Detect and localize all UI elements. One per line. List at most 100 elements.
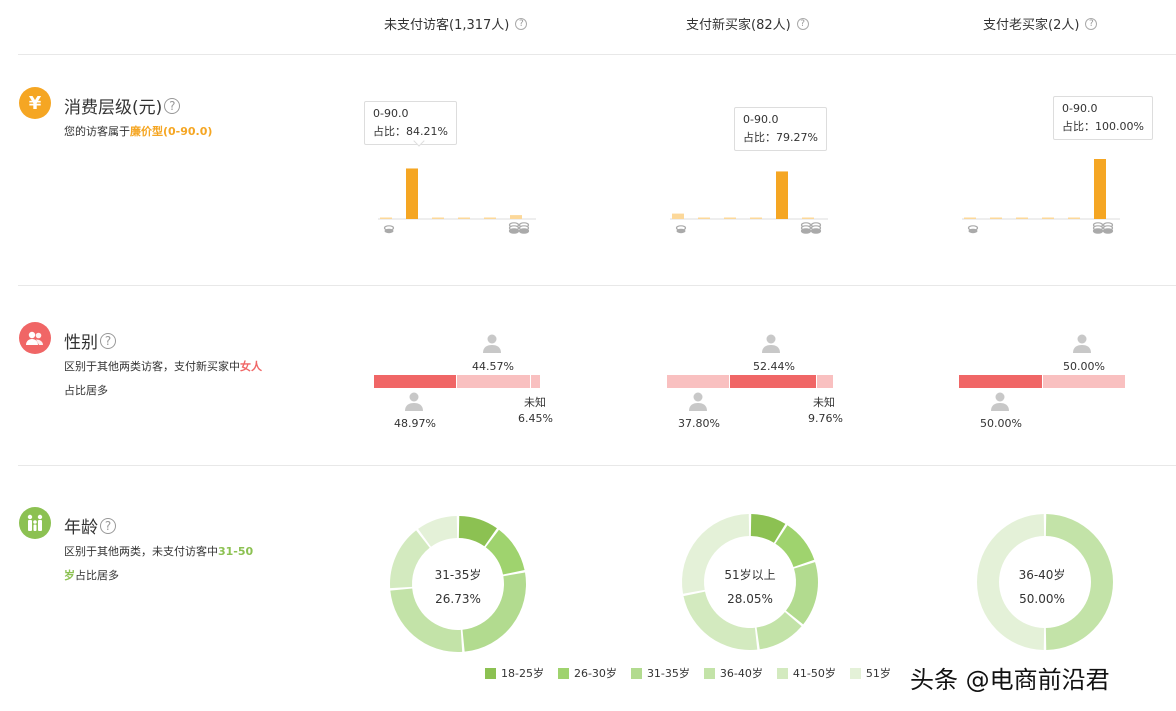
donut-unpaid [390,516,526,652]
bar-6[interactable] [510,215,522,219]
bar-3[interactable] [1016,217,1028,220]
female-icon [483,334,501,353]
donut-slice-1[interactable] [775,525,815,567]
section-desc-age: 区别于其他两类，未支付访客中31-50岁占比居多 [64,545,254,582]
help-icon[interactable]: ? [515,17,528,30]
coin-icon-high [810,228,822,234]
donut-slice-4[interactable] [683,591,758,650]
male-bar [374,375,456,388]
bar-5[interactable] [1068,217,1080,220]
legend-item[interactable]: 18-25岁 [485,665,544,681]
donut-slice-1[interactable] [485,529,525,575]
bar-chart-old-buyers [962,159,1120,220]
bar-3[interactable] [724,217,736,220]
unknown-bar [817,375,833,388]
donut-slice-2[interactable] [462,572,526,652]
coin-icon-high [1102,228,1114,234]
female-share: 44.57% [472,360,514,373]
male-bar [959,375,1042,388]
section-desc-consumption: 您的访客属于廉价型(0-90.0) [64,125,213,138]
unknown-share: 9.76% [808,412,843,425]
donut-center-new-buyers: 51岁以上 28.05% [724,568,776,606]
legend-item[interactable]: 51岁 [849,665,891,681]
section-title-age: 年龄 ? [64,513,116,538]
bar-4[interactable] [750,217,762,220]
column-header-old-buyers: 支付老买家(2人) ? [983,14,1098,33]
bar-2[interactable] [406,168,418,219]
bar-3[interactable] [432,217,444,220]
coin-icon-low [676,228,686,234]
coin-icon-high [518,228,530,234]
column-header-new-buyers: 支付新买家(82人) ? [686,14,809,33]
female-share: 52.44% [753,360,795,373]
bar-2[interactable] [990,217,1002,220]
bar-1[interactable] [964,217,976,220]
divider [18,465,1176,466]
divider [18,54,1176,55]
tooltip-unpaid: 0-90.0 占比：84.21% [364,101,457,145]
male-share: 37.80% [678,417,720,430]
bar-4[interactable] [458,217,470,220]
bar-5[interactable] [484,217,496,220]
donut-center-unpaid: 31-35岁 26.73% [434,568,482,606]
help-icon[interactable]: ? [796,17,809,30]
bar-6[interactable] [802,217,814,220]
legend-item[interactable]: 36-40岁 [703,665,763,681]
bar-chart-unpaid [378,168,536,220]
bar-1[interactable] [672,213,684,219]
help-icon[interactable]: ? [100,517,116,534]
help-icon[interactable]: ? [100,332,116,349]
legend-swatch [776,667,788,679]
coin-icon-low [968,228,978,234]
divider [18,285,1176,286]
donut-slice-0[interactable] [458,516,497,547]
donut-slice-5[interactable] [418,516,458,547]
help-icon[interactable]: ? [164,97,181,114]
bar-5[interactable] [776,171,788,219]
unknown-bar [531,375,540,388]
coin-icon-high [800,228,812,234]
legend-swatch [557,667,569,679]
female-icon [762,334,780,353]
male-icon [405,392,423,411]
unknown-label: 未知 [524,396,546,409]
bar-6[interactable] [1094,159,1106,219]
section-desc-gender: 区别于其他两类访客，支付新买家中女人占比居多 [64,360,262,397]
female-bar [730,375,816,388]
donut-slice-3[interactable] [1045,514,1114,650]
female-bar [457,375,530,388]
section-title-gender: 性别 ? [64,328,116,353]
bar-2[interactable] [698,217,710,220]
bar-1[interactable] [380,217,392,220]
legend-swatch [485,667,496,679]
legend-item[interactable]: 26-30岁 [557,665,617,681]
donut-new-buyers [682,514,818,650]
coin-icons [383,222,1114,234]
section-title-consumption: 消费层级(元) ? [64,93,181,118]
bar-4[interactable] [1042,217,1054,220]
donut-slice-4[interactable] [390,530,430,589]
coin-icon-high [1092,228,1104,234]
unknown-label: 未知 [813,396,835,409]
male-share: 48.97% [394,417,436,430]
donut-slice-0[interactable] [750,514,786,543]
watermark: 头条 @电商前沿君 [910,666,1110,694]
donut-center-old-buyers: 36-40岁 50.00% [1018,568,1066,606]
donut-slice-5[interactable] [682,514,750,594]
legend-item[interactable]: 41-50岁 [776,665,836,681]
people-glyph [26,331,43,345]
family-glyph [27,514,43,531]
donut-slice-5[interactable] [976,514,1045,650]
tooltip-new-buyers: 0-90.0 占比：79.27% [734,107,827,151]
donut-slice-2[interactable] [785,562,818,625]
help-icon[interactable]: ? [1085,17,1098,30]
coin-icon-low [384,228,394,234]
legend-swatch [630,667,642,679]
female-share: 50.00% [1063,360,1105,373]
legend-item[interactable]: 31-35岁 [630,665,690,681]
unknown-share: 6.45% [518,412,553,425]
donut-slice-3[interactable] [390,588,463,652]
donut-slice-3[interactable] [756,611,802,650]
